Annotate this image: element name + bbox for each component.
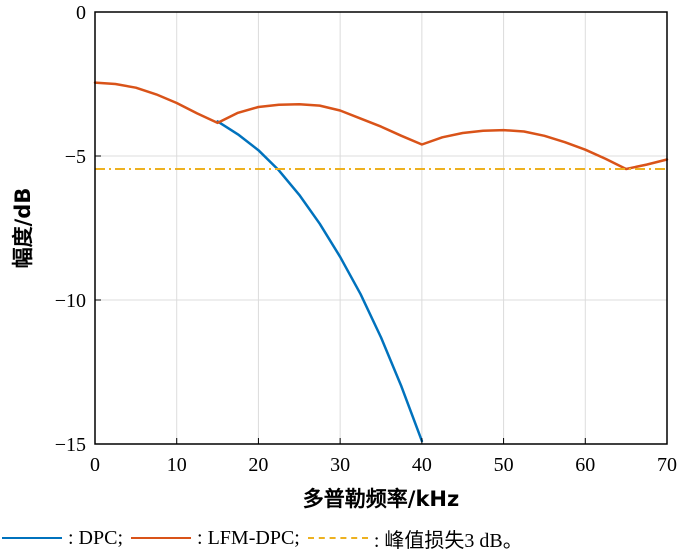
x-tick-label: 0 bbox=[90, 454, 100, 476]
y-tick-label: −5 bbox=[65, 146, 86, 168]
chart: 0 10 20 30 40 50 60 70 0 −5 −10 −15 多普勒频率/kHz 幅度/dB bbox=[11, 2, 677, 511]
x-tick-label: 50 bbox=[494, 454, 514, 476]
x-tick-label: 20 bbox=[248, 454, 268, 476]
x-axis-label: 多普勒频率/kHz bbox=[303, 487, 459, 511]
series-group bbox=[93, 81, 669, 443]
tick-labels: 0 10 20 30 40 50 60 70 0 −5 −10 −15 bbox=[55, 2, 677, 476]
legend-swatch-dpc bbox=[2, 537, 62, 539]
ticks bbox=[94, 11, 668, 445]
legend-label-lfm-dpc: : LFM-DPC; bbox=[197, 526, 300, 549]
legend-item-dpc: : DPC; bbox=[2, 527, 123, 550]
x-tick-label: 10 bbox=[167, 454, 187, 476]
legend-item-lfm-dpc: : LFM-DPC; bbox=[131, 527, 300, 550]
series-line-lfm-dpc bbox=[93, 81, 669, 171]
y-axis-label: 幅度/dB bbox=[11, 188, 35, 269]
plot-frame bbox=[94, 11, 668, 445]
y-tick-label: 0 bbox=[76, 2, 86, 24]
y-tick-label: −15 bbox=[55, 434, 86, 456]
series-line-dpc bbox=[216, 120, 424, 443]
legend-swatch-peak-loss bbox=[307, 537, 368, 539]
legend-swatch-lfm-dpc bbox=[131, 537, 192, 539]
legend-label-dpc: : DPC; bbox=[68, 526, 124, 549]
legend-label-peak-loss: : 峰值损失3 dB。 bbox=[373, 529, 523, 552]
x-tick-label: 60 bbox=[575, 454, 595, 476]
y-tick-label: −10 bbox=[55, 290, 86, 312]
legend: : DPC; : LFM-DPC; : 峰值损失3 dB。 bbox=[0, 522, 700, 554]
x-tick-label: 70 bbox=[657, 454, 677, 476]
grid bbox=[94, 11, 668, 445]
x-tick-label: 40 bbox=[412, 454, 432, 476]
legend-item-peak-loss: : 峰值损失3 dB。 bbox=[307, 524, 523, 553]
x-tick-label: 30 bbox=[330, 454, 350, 476]
